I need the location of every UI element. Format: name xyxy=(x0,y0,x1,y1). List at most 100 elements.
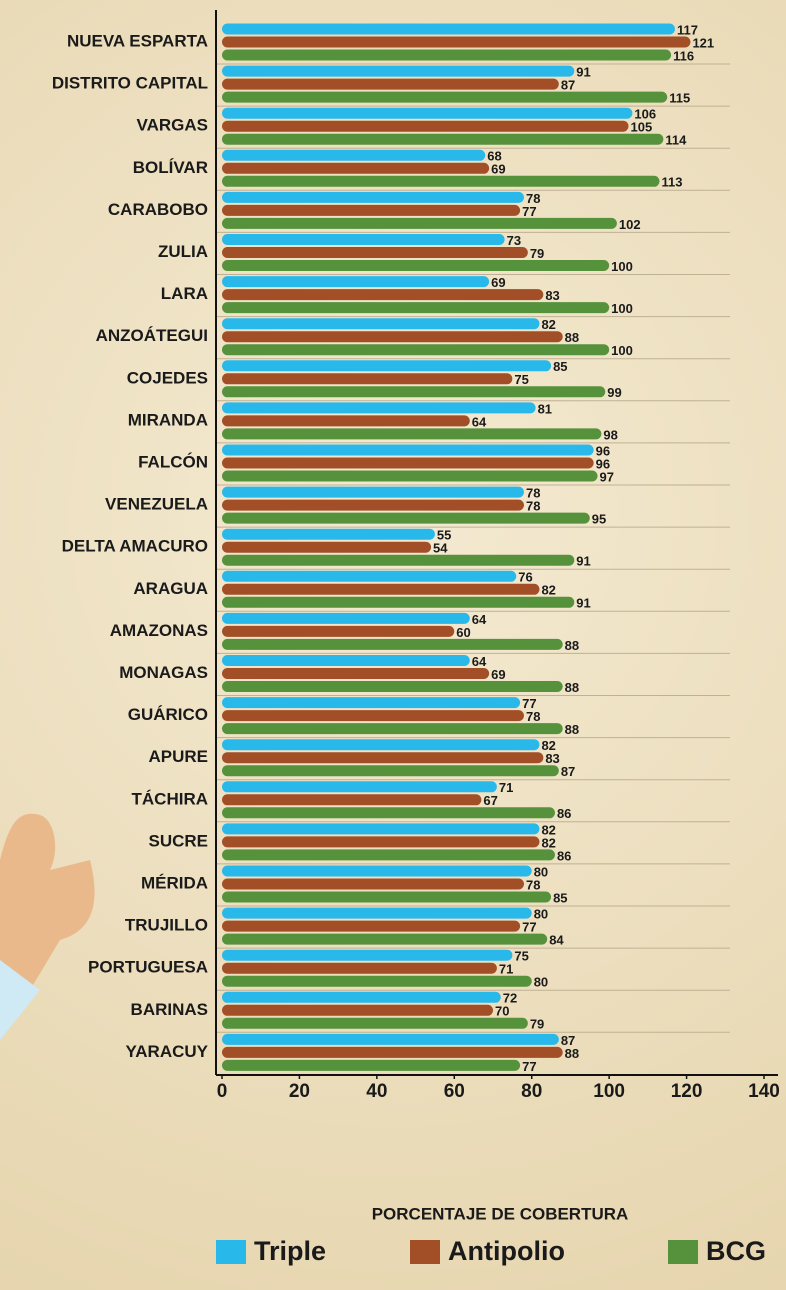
value-label: 82 xyxy=(541,835,555,850)
category-label: GUÁRICO xyxy=(128,705,208,724)
bar xyxy=(222,50,671,61)
legend-swatch xyxy=(410,1240,440,1264)
bar xyxy=(222,458,594,469)
bar xyxy=(222,415,470,426)
value-label: 76 xyxy=(518,570,532,585)
value-label: 115 xyxy=(669,91,690,106)
value-label: 60 xyxy=(456,625,470,640)
bar xyxy=(222,807,555,818)
value-label: 100 xyxy=(611,301,633,316)
bar xyxy=(222,866,532,877)
bar xyxy=(222,428,601,439)
value-label: 69 xyxy=(491,667,505,682)
bar xyxy=(222,836,539,847)
value-label: 87 xyxy=(561,78,575,93)
value-label: 116 xyxy=(673,48,694,63)
x-tick-label: 20 xyxy=(289,1081,310,1102)
bar xyxy=(222,1060,520,1071)
value-label: 82 xyxy=(541,583,555,598)
bar xyxy=(222,205,520,216)
value-label: 69 xyxy=(491,162,505,177)
bar xyxy=(222,234,505,245)
value-label: 54 xyxy=(433,541,448,556)
bar xyxy=(222,752,543,763)
bar xyxy=(222,976,532,987)
bar xyxy=(222,360,551,371)
bar xyxy=(222,134,663,145)
category-label: TÁCHIRA xyxy=(132,789,209,808)
bar xyxy=(222,344,609,355)
bar xyxy=(222,331,563,342)
value-label: 97 xyxy=(600,469,614,484)
bar xyxy=(222,150,485,161)
legend-label: BCG xyxy=(706,1236,766,1266)
value-label: 73 xyxy=(507,233,521,248)
bar xyxy=(222,921,520,932)
value-label: 83 xyxy=(545,288,559,303)
bar xyxy=(222,794,481,805)
bar xyxy=(222,529,435,540)
value-label: 77 xyxy=(522,920,536,935)
value-label: 100 xyxy=(611,343,633,358)
bar xyxy=(222,555,574,566)
category-label: AMAZONAS xyxy=(110,621,208,640)
value-label: 95 xyxy=(592,512,606,527)
bar xyxy=(222,1047,563,1058)
category-label: ARAGUA xyxy=(133,579,208,598)
value-label: 79 xyxy=(530,1017,544,1032)
x-tick-label: 100 xyxy=(593,1081,625,1102)
value-label: 86 xyxy=(557,806,571,821)
value-label: 78 xyxy=(526,499,540,514)
bar xyxy=(222,655,470,666)
value-label: 105 xyxy=(631,120,653,135)
bar xyxy=(222,781,497,792)
bar xyxy=(222,892,551,903)
bar xyxy=(222,639,563,650)
value-label: 80 xyxy=(534,975,548,990)
category-label: MIRANDA xyxy=(128,410,208,429)
bar xyxy=(222,765,559,776)
bar xyxy=(222,66,574,77)
category-label: FALCÓN xyxy=(138,452,208,471)
bar xyxy=(222,402,536,413)
bar xyxy=(222,908,532,919)
value-label: 88 xyxy=(565,722,579,737)
legend-swatch xyxy=(216,1240,246,1264)
value-label: 88 xyxy=(565,330,579,345)
bar xyxy=(222,571,516,582)
bar xyxy=(222,710,524,721)
bar xyxy=(222,302,609,313)
category-label: NUEVA ESPARTA xyxy=(67,31,208,50)
bar xyxy=(222,318,539,329)
bar xyxy=(222,613,470,624)
category-label: MÉRIDA xyxy=(141,873,208,892)
value-label: 86 xyxy=(557,848,571,863)
value-label: 85 xyxy=(553,359,567,374)
bar xyxy=(222,697,520,708)
value-label: 91 xyxy=(576,65,590,80)
legend-swatch xyxy=(668,1240,698,1264)
category-label: APURE xyxy=(148,747,208,766)
bar xyxy=(222,487,524,498)
bar xyxy=(222,247,528,258)
value-label: 91 xyxy=(576,596,590,611)
value-label: 102 xyxy=(619,217,641,232)
bar xyxy=(222,108,632,119)
bar xyxy=(222,24,675,35)
bar xyxy=(222,681,563,692)
category-label: VENEZUELA xyxy=(105,495,208,514)
category-label: BOLÍVAR xyxy=(133,158,208,177)
x-tick-label: 60 xyxy=(444,1081,465,1102)
value-label: 64 xyxy=(472,414,487,429)
bar xyxy=(222,668,489,679)
value-label: 88 xyxy=(565,638,579,653)
bar xyxy=(222,934,547,945)
x-tick-label: 0 xyxy=(217,1081,228,1102)
category-label: COJEDES xyxy=(127,368,208,387)
bar xyxy=(222,626,454,637)
bar xyxy=(222,950,512,961)
category-label: PORTUGUESA xyxy=(88,958,208,977)
bar xyxy=(222,1034,559,1045)
category-label: BARINAS xyxy=(131,1000,208,1019)
bar xyxy=(222,471,598,482)
